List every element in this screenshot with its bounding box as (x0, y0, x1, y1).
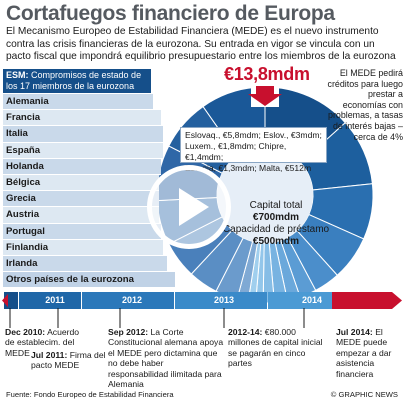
event-text: €80.000 millones de capital inicial se p… (228, 327, 323, 369)
credit-text: © GRAPHIC NEWS (330, 390, 398, 399)
country-row: Portugal (3, 223, 161, 240)
timeline-year: 2014 (301, 295, 323, 305)
event-date: Jul 2014: (336, 327, 373, 337)
event-date: Sep 2012: (108, 327, 149, 337)
center-text: Capital total €700mdm Capacidad de prést… (216, 200, 336, 248)
loan-label: Capacidad de préstamo (222, 224, 330, 235)
small-countries-callout: Eslovaq., €5,8mdm; Eslov., €3mdm; Luxem.… (180, 127, 327, 173)
capital-label: Capital total (249, 200, 303, 211)
country-row: Irlanda (3, 255, 167, 273)
event-dec2010: Dec 2010: Acuerdo de establecim. del MED… (5, 327, 83, 358)
event-text: El MEDE puede empezar a dar asistencia f… (336, 327, 392, 379)
timeline-years: 2011 2012 2013 2014 (3, 290, 403, 310)
country-row: España (3, 142, 163, 159)
esm-label: ESM: (6, 70, 29, 80)
callout-line-3: Estonia, €1,3mdm; Malta, €512m (185, 163, 312, 173)
callout-line-1: Eslovaq., €5,8mdm; Eslov., €3mdm; (185, 130, 322, 140)
loan-value: €500mdm (252, 236, 300, 247)
country-row: Bélgica (3, 174, 159, 192)
country-row: Alemania (3, 94, 153, 111)
event-text: Firma del pacto MEDE (31, 350, 106, 371)
esm-text: Compromisos de estado de los 17 miembros… (6, 70, 142, 91)
event-sep2012: Sep 2012: La Corte Constitucional aleman… (108, 327, 224, 389)
event-date: Jul 2011: (31, 350, 68, 360)
timeline-ticks (9, 308, 305, 328)
event-jul2014: Jul 2014: El MEDE puede empezar a dar as… (336, 327, 402, 379)
timeline-year: 2011 (45, 295, 65, 305)
event-text: La Corte Constitucional alemana apoya el… (108, 327, 224, 390)
event-2012-14: 2012-14: €80.000 millones de capital ini… (228, 327, 328, 369)
red-arrow (248, 86, 282, 106)
event-jul2011: Jul 2011: Firma del pacto MEDE (31, 350, 107, 371)
event-date: Dec 2010: (5, 327, 46, 337)
country-row: Francia (3, 110, 161, 127)
timeline-bar (2, 292, 402, 309)
note-right: El MEDE pedirá créditos para luego prest… (327, 68, 404, 142)
event-text: Acuerdo de establecim. del MEDE (5, 327, 80, 358)
country-row: Grecia (3, 191, 159, 208)
source-text: Fuente: Fondo Europeo de Estabilidad Fin… (6, 390, 174, 399)
timeline-year: 2013 (213, 295, 235, 305)
country-row: Austria (3, 207, 159, 224)
play-icon (179, 188, 209, 226)
country-list: Alemania Francia Italia España Holanda B… (3, 94, 175, 289)
donut-center (217, 147, 313, 243)
timeline-year: 2012 (121, 295, 143, 305)
callout-line-2: Luxem., €1,8mdm; Chipre, €1,4mdm; (185, 141, 287, 162)
esm-header: ESM: Compromisos de estado de los 17 mie… (3, 69, 151, 93)
capital-value: €700mdm (252, 212, 300, 223)
event-date: 2012-14: (228, 327, 263, 337)
country-row: Holanda (3, 158, 161, 175)
country-row: Italia (3, 126, 163, 143)
page-title: Cortafuegos financiero de Europa (6, 2, 335, 25)
intro-text: El Mecanismo Europeo de Estabilidad Fina… (6, 26, 396, 62)
big-value: €13,8mdm (224, 64, 310, 84)
play-button[interactable] (147, 165, 231, 249)
country-row-other: Otros países de la eurozona (3, 272, 175, 289)
country-row: Finlandia (3, 239, 163, 256)
